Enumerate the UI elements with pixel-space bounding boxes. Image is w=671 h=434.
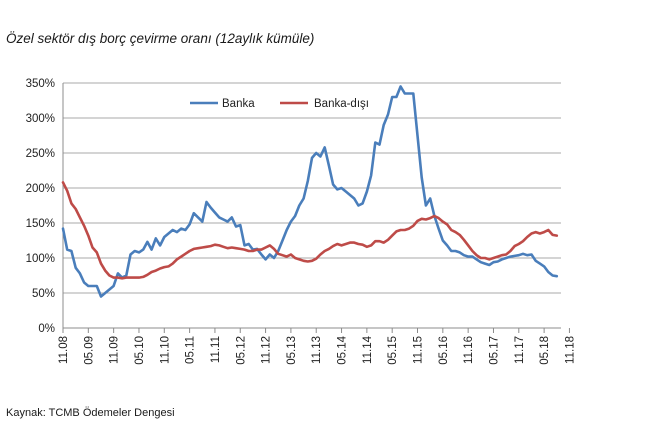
x-tick-label: 05.11 xyxy=(185,336,197,364)
x-axis-ticks: 11.08 05.09 11.09 05.10 11.10 05.11 11.11 05.12… xyxy=(58,328,576,365)
x-tick-label: 11.18 xyxy=(564,336,576,364)
x-tick-label: 11.12 xyxy=(261,336,273,364)
y-tick-label: 350% xyxy=(26,78,55,90)
x-tick-label: 05.15 xyxy=(387,336,399,365)
x-tick-label: 05.10 xyxy=(134,336,146,365)
y-tick-label: 200% xyxy=(26,183,55,195)
legend: Banka Banka-dışı xyxy=(190,98,369,110)
x-tick-label: 05.18 xyxy=(539,336,551,365)
chart-title: Özel sektör dış borç çevirme oranı (12ay… xyxy=(6,31,315,46)
source-note: Kaynak: TCMB Ödemeler Dengesi xyxy=(6,407,175,419)
x-tick-label: 05.14 xyxy=(337,335,349,364)
legend-banka-disi-label: Banka-dışı xyxy=(314,98,369,110)
y-tick-label: 250% xyxy=(26,148,55,160)
x-tick-label: 11.08 xyxy=(58,336,70,364)
legend-banka-label: Banka xyxy=(222,98,255,110)
x-tick-label: 11.16 xyxy=(463,336,475,364)
x-tick-label: 11.14 xyxy=(362,335,374,364)
x-tick-label: 05.16 xyxy=(438,336,450,365)
y-axis-ticks: 0% 50% 100% 150% 200% 250% 300% 350% xyxy=(26,78,55,335)
x-tick-label: 05.13 xyxy=(286,336,298,365)
series-line-banka-disi xyxy=(61,181,559,280)
series-lines xyxy=(61,85,559,298)
x-tick-label: 11.13 xyxy=(311,336,323,364)
y-tick-label: 150% xyxy=(26,218,55,230)
x-tick-label: 11.10 xyxy=(159,336,171,364)
series-line-banka xyxy=(61,85,559,298)
x-tick-label: 11.15 xyxy=(413,336,425,364)
x-tick-label: 05.12 xyxy=(235,336,247,365)
axes xyxy=(62,83,561,329)
y-tick-label: 50% xyxy=(32,288,55,300)
y-tick-label: 100% xyxy=(26,253,55,265)
x-tick-label: 05.09 xyxy=(83,336,95,365)
y-tick-label: 0% xyxy=(38,323,55,335)
x-tick-label: 05.17 xyxy=(488,336,500,365)
x-tick-label: 11.17 xyxy=(514,336,526,364)
x-tick-label: 11.09 xyxy=(109,336,121,364)
x-tick-label: 11.11 xyxy=(210,336,222,363)
y-tick-label: 300% xyxy=(26,113,55,125)
gridlines xyxy=(63,82,561,294)
